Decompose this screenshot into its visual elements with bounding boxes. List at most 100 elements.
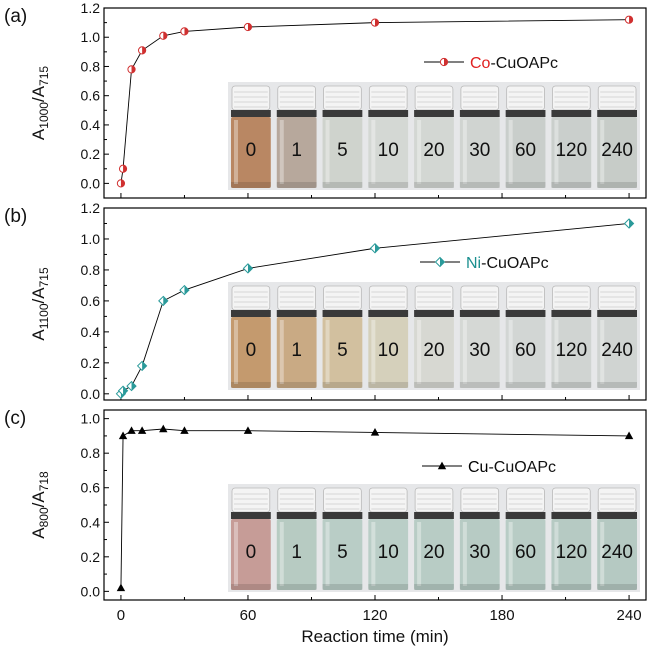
vial-highlight	[417, 120, 422, 184]
y-tick-label: 1.2	[81, 200, 101, 216]
vial-cap	[231, 85, 271, 111]
vial-highlight	[462, 522, 467, 586]
data-point-fill	[163, 32, 167, 40]
vial: 10	[368, 285, 409, 388]
vial-label: 10	[378, 542, 399, 563]
vial-band	[459, 110, 500, 117]
vial-highlight	[325, 522, 330, 586]
vial-label: 20	[423, 140, 444, 161]
vial-highlight	[234, 320, 238, 384]
legend-label: Ni-CuOAPc	[466, 255, 549, 272]
vial-label: 0	[246, 140, 257, 161]
vial-highlight	[279, 522, 284, 586]
vial: 60	[505, 85, 546, 188]
vial-cap	[597, 487, 637, 513]
vial-base-shadow	[322, 182, 363, 188]
vial-cap	[414, 487, 454, 513]
vial: 5	[322, 285, 363, 388]
vial-cap	[277, 487, 316, 513]
y-tick-label: 0.2	[81, 355, 101, 371]
vial-cap	[460, 487, 500, 513]
y-tick-label: 0.8	[81, 58, 101, 74]
y-label-text: /A	[29, 287, 48, 304]
y-tick-label: 0.6	[81, 293, 101, 309]
vial-highlight	[462, 120, 467, 184]
x-tick-label: 0	[117, 607, 125, 624]
vial-liquid	[368, 117, 409, 188]
vial-highlight	[279, 320, 284, 384]
vial-label: 10	[378, 340, 399, 361]
y-tick-label: 0.6	[81, 480, 101, 496]
vial-liquid	[368, 317, 409, 388]
vial-band	[368, 110, 409, 117]
vial-label: 60	[515, 542, 536, 563]
vial-band	[459, 512, 500, 519]
vial-cap	[231, 487, 271, 513]
vial-liquid	[505, 519, 546, 590]
vial-band	[414, 110, 454, 117]
vial-label: 20	[423, 542, 444, 563]
data-point	[159, 424, 168, 433]
x-tick-label: 240	[617, 607, 642, 624]
vial-band	[414, 512, 454, 519]
data-point-fill	[131, 381, 137, 391]
vial-liquid	[551, 519, 592, 590]
data-point-fill	[247, 23, 252, 31]
data-point-fill	[629, 16, 633, 24]
panel-label: (c)	[4, 408, 26, 429]
vial: 120	[551, 85, 592, 188]
vial-band	[368, 310, 409, 317]
y-tick-label: 1.0	[81, 29, 101, 45]
vial-highlight	[234, 522, 238, 586]
vial: 30	[459, 487, 500, 590]
vial-cap	[506, 285, 545, 311]
vial-band	[231, 512, 271, 519]
vial-base-shadow	[231, 584, 271, 590]
vial: 240	[597, 487, 637, 590]
vial-cap	[277, 285, 316, 311]
vial: 30	[459, 85, 500, 188]
vial-highlight	[279, 120, 284, 184]
vial-label: 120	[555, 140, 587, 161]
vial-cap	[597, 85, 637, 111]
vial-band	[505, 110, 546, 117]
y-axis-label: A1000/A715	[29, 66, 51, 140]
chart-panel: 0.0 0.2 0.4 0.6 0.8 1.0 1.2 (a) A1000/A715 Co-CuO…	[4, 0, 647, 199]
vial-band	[231, 310, 271, 317]
y-tick-label: 0.0	[81, 583, 101, 599]
vial: 30	[459, 285, 500, 388]
vial: 5	[322, 85, 363, 188]
vial-base-shadow	[505, 584, 546, 590]
vial-band	[276, 512, 317, 519]
vial-liquid	[551, 317, 592, 388]
vial-base-shadow	[551, 382, 592, 388]
y-tick-label: 0.0	[81, 386, 101, 402]
vial-base-shadow	[551, 584, 592, 590]
vial-base-shadow	[231, 182, 271, 188]
vial-liquid	[459, 519, 500, 590]
data-point-fill	[375, 19, 379, 27]
vial-highlight	[600, 522, 605, 586]
vial-highlight	[508, 522, 513, 586]
data-point	[137, 426, 147, 434]
vial-cap	[460, 285, 500, 311]
y-tick-label: 0.4	[81, 324, 101, 340]
vial-cap	[552, 285, 591, 311]
chart-panel: 0.0 0.2 0.4 0.6 0.8 1.0 (c) A800/A718 Cu-CuOAPc	[4, 408, 647, 601]
vial-band	[551, 310, 592, 317]
y-label-subscript: 715	[37, 267, 51, 287]
vial-label: 5	[337, 340, 348, 361]
vial-base-shadow	[459, 584, 500, 590]
vial-highlight	[417, 320, 422, 384]
data-point	[370, 428, 380, 436]
y-label-text: A	[29, 527, 48, 539]
vial-label: 30	[469, 340, 490, 361]
vial-liquid	[459, 317, 500, 388]
vial-base-shadow	[459, 382, 500, 388]
data-point-fill	[444, 58, 448, 66]
vial: 1	[276, 285, 317, 388]
vial-base-shadow	[597, 382, 637, 388]
vial-highlight	[325, 320, 330, 384]
vial-liquid	[231, 117, 271, 188]
